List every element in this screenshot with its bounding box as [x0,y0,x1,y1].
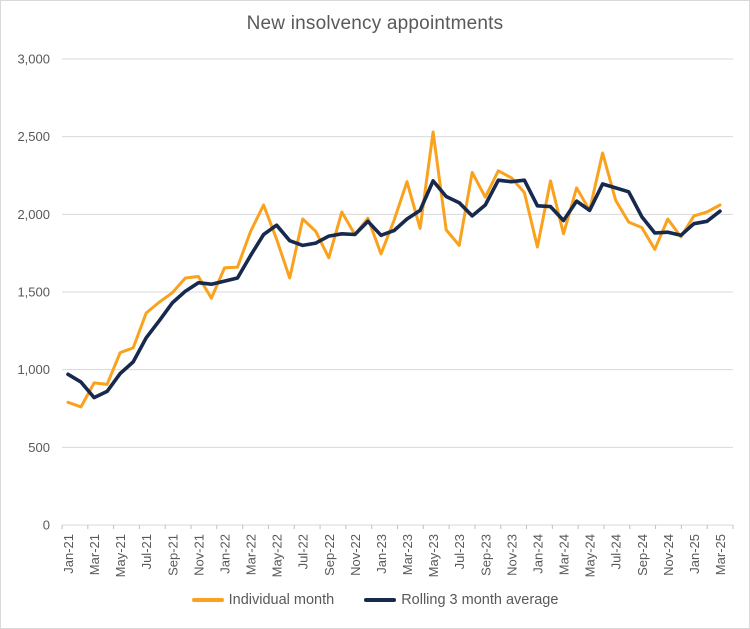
legend-label: Rolling 3 month average [401,592,559,608]
x-axis-tick-label: Nov-23 [504,534,519,576]
legend-item-rolling-average: Rolling 3 month average [364,592,558,608]
chart-title: New insolvency appointments [246,13,504,34]
x-axis-tick-label: May-23 [426,534,441,577]
x-axis-tick-label: May-21 [113,534,128,577]
x-axis-tick-label: Jul-21 [139,534,154,569]
x-axis-tick-label: Sep-21 [165,534,180,576]
y-axis-tick-label: 0 [43,518,50,533]
individual-month-line [66,130,722,409]
y-axis-tick-label: 2,500 [17,129,50,144]
rolling-average-line-swatch [364,598,397,602]
x-axis-tick-label: Sep-24 [635,534,650,576]
x-axis-tick-label: Jul-22 [296,534,311,569]
x-axis-tick-label: May-24 [583,534,598,577]
x-axis-tick-label: Mar-23 [400,534,415,575]
x-axis-tick-label: Mar-24 [557,534,572,575]
x-axis-tick-label: Nov-21 [191,534,206,576]
x-axis-tick-label: Jan-22 [217,534,232,574]
x-axis-tick-label: Mar-25 [713,534,728,575]
y-axis-tick-label: 500 [28,440,50,455]
x-axis-tick-label: Jan-25 [687,534,702,574]
legend-label: Individual month [228,592,335,608]
x-axis-tick-label: Sep-23 [478,534,493,576]
x-axis-tick-label: May-22 [270,534,285,577]
rolling-average-line [66,178,722,400]
x-axis-tick-label: Jul-24 [609,534,624,569]
y-axis-tick-label: 1,500 [17,285,50,300]
chart-legend: Individual month Rolling 3 month average [1,592,749,608]
x-axis-tick-label: Nov-22 [348,534,363,576]
x-axis-tick-label: Mar-21 [87,534,102,575]
x-axis-tick-label: Jan-24 [530,534,545,574]
legend-item-individual-month: Individual month [191,592,335,608]
x-axis-tick-label: Jan-23 [374,534,389,574]
x-axis-tick-label: Mar-22 [244,534,259,575]
y-axis-tick-label: 3,000 [17,52,50,67]
x-axis-tick-label: Jan-21 [61,534,76,574]
x-axis-tick-label: Jul-23 [452,534,467,569]
y-axis-tick-label: 1,000 [17,362,50,377]
individual-month-line-swatch [191,598,224,602]
x-axis-tick-label: Nov-24 [661,534,676,576]
x-axis-tick-label: Sep-22 [322,534,337,576]
y-axis-tick-label: 2,000 [17,207,50,222]
